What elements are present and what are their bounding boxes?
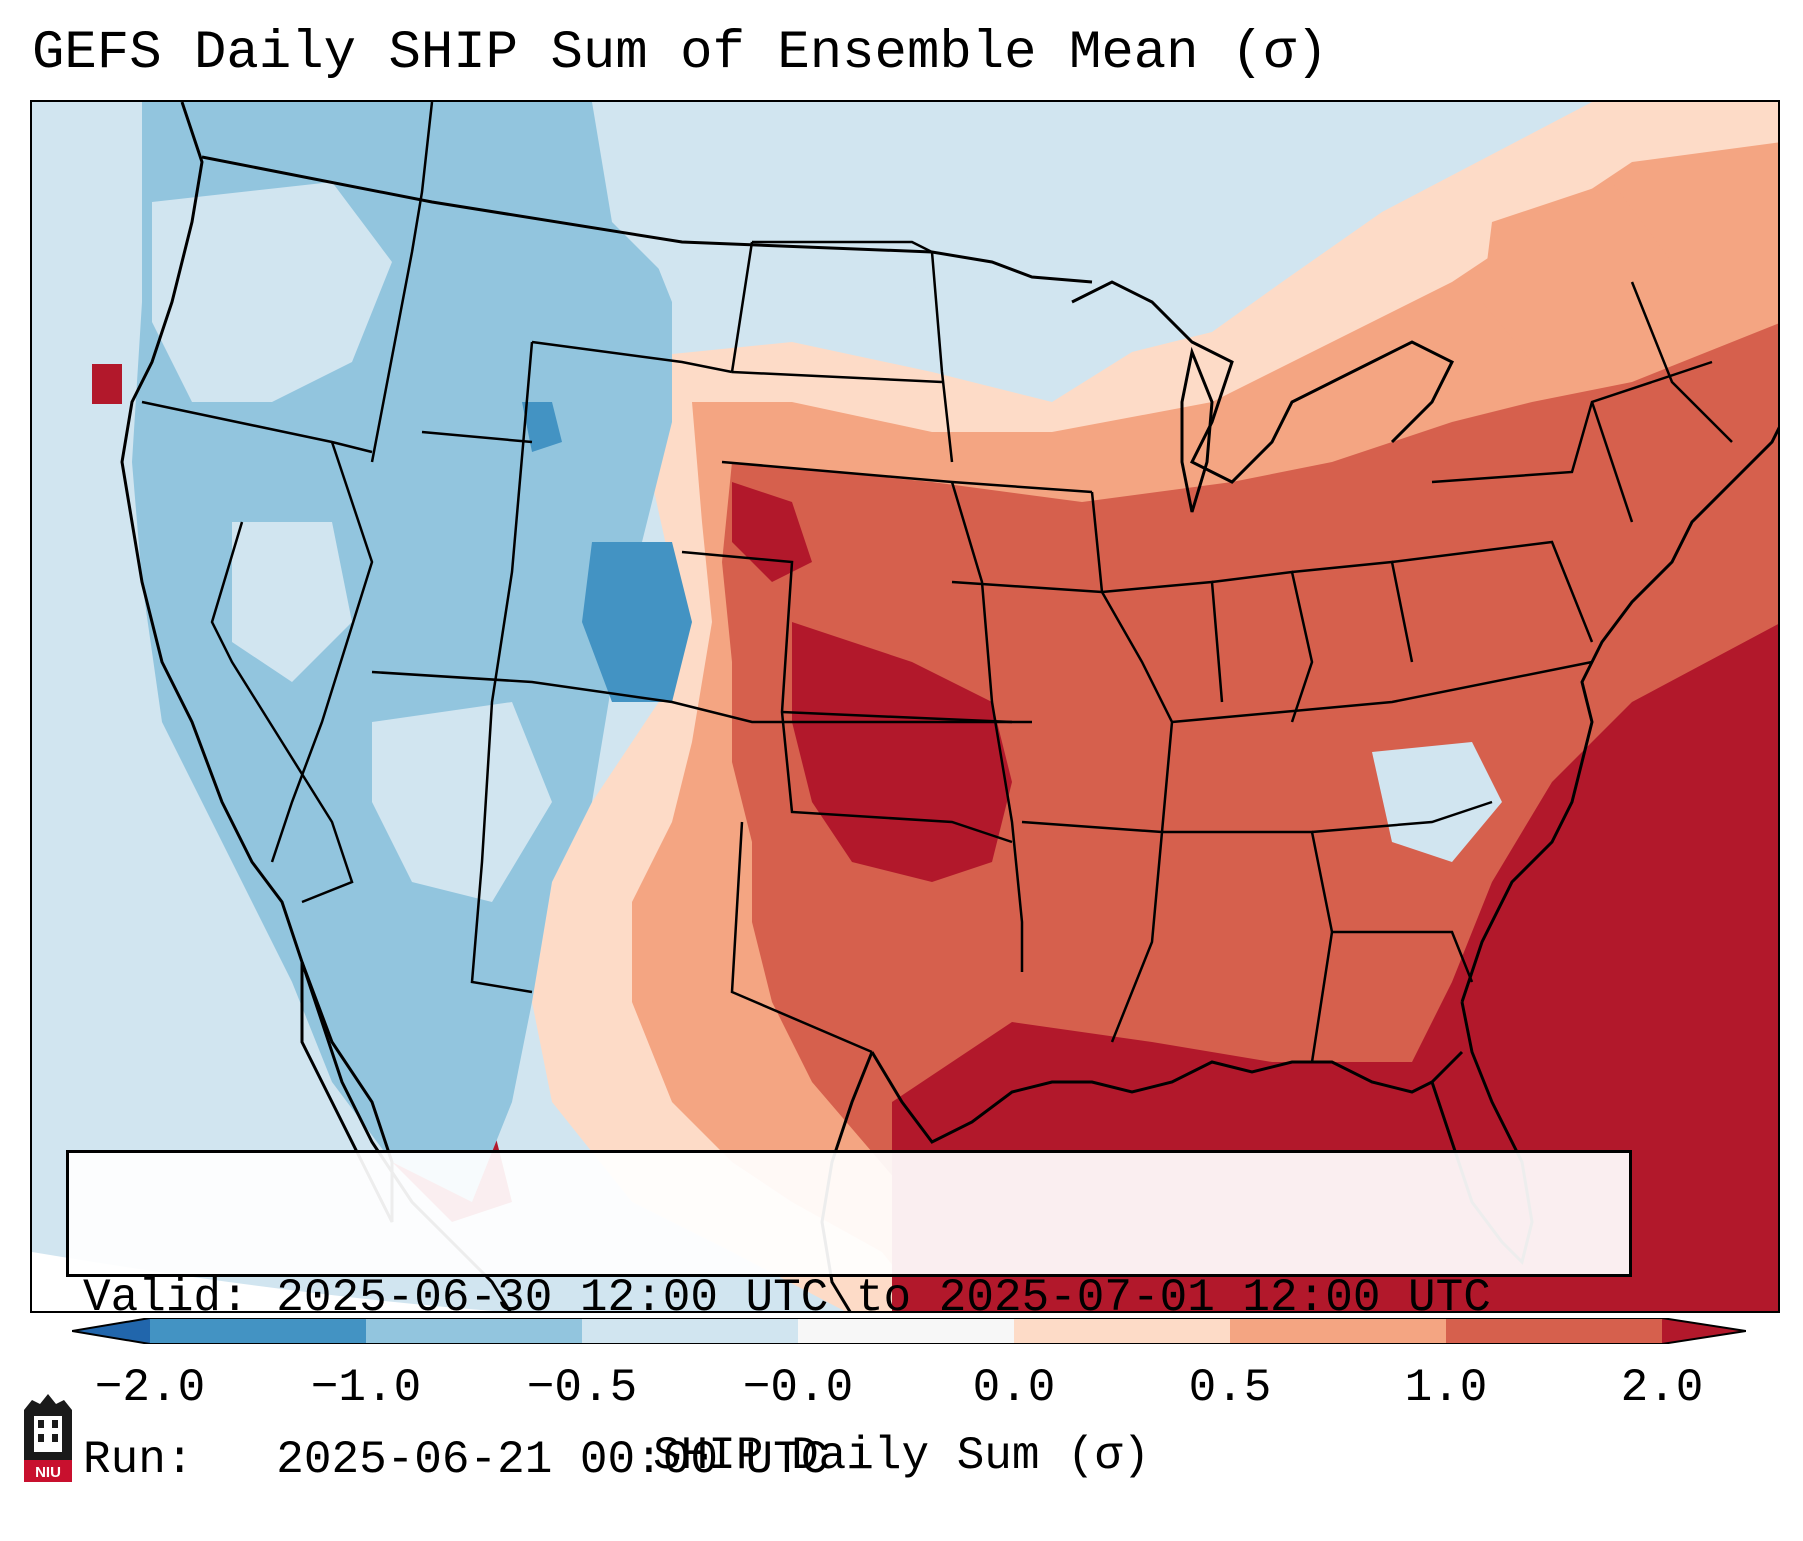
projection-edge	[32, 1252, 494, 1311]
map-title: GEFS Daily SHIP Sum of Ensemble Mean (σ)	[32, 23, 1329, 84]
niu-logo: NIU	[24, 1394, 72, 1482]
colorbar-tick: 1.0	[1404, 1362, 1488, 1414]
colorbar-bin-3	[582, 1318, 798, 1344]
valid-value: 2025-06-30 12:00 UTC to 2025-07-01 12:00…	[276, 1272, 1491, 1324]
colorbar-tick: −1.0	[310, 1362, 422, 1414]
valid-label: Valid:	[83, 1272, 249, 1324]
colorbar-bin-5	[1014, 1318, 1230, 1344]
valid-row: Valid: 2025-06-30 12:00 UTC to 2025-07-0…	[83, 1271, 1629, 1325]
colorbar-bin-2	[366, 1318, 582, 1344]
colorbar-under-extend	[72, 1318, 150, 1344]
colorbar	[72, 1318, 1746, 1344]
colorbar-tick: 2.0	[1620, 1362, 1704, 1414]
colorbar-over-extend	[1662, 1318, 1746, 1344]
colorbar-tick: −0.5	[526, 1362, 638, 1414]
valid-info-box: Valid: 2025-06-30 12:00 UTC to 2025-07-0…	[66, 1150, 1632, 1486]
colorbar-tick: 0.0	[972, 1362, 1056, 1414]
colorbar-bin-7	[1446, 1318, 1662, 1344]
colorbar-tick: −0.0	[742, 1362, 854, 1414]
map-panel[interactable]	[30, 100, 1780, 1313]
run-label: Run:	[83, 1434, 194, 1486]
state-borders	[141, 102, 1733, 1063]
colorbar-label: SHIP Daily Sum (σ)	[653, 1430, 1150, 1482]
run-row: Run: 2025-06-21 00:00 UTC	[83, 1433, 1629, 1487]
run-value: 2025-06-21 00:00 UTC	[276, 1434, 829, 1486]
colorbar-bin-4	[798, 1318, 1014, 1344]
colorbar-bin-1	[150, 1318, 366, 1344]
anomaly-field	[92, 102, 1778, 1311]
colorbar-tick: 0.5	[1188, 1362, 1272, 1414]
map-svg	[32, 102, 1778, 1311]
logo-text: NIU	[35, 1464, 61, 1481]
colorbar-bin-6	[1230, 1318, 1446, 1344]
colorbar-tick: −2.0	[94, 1362, 206, 1414]
